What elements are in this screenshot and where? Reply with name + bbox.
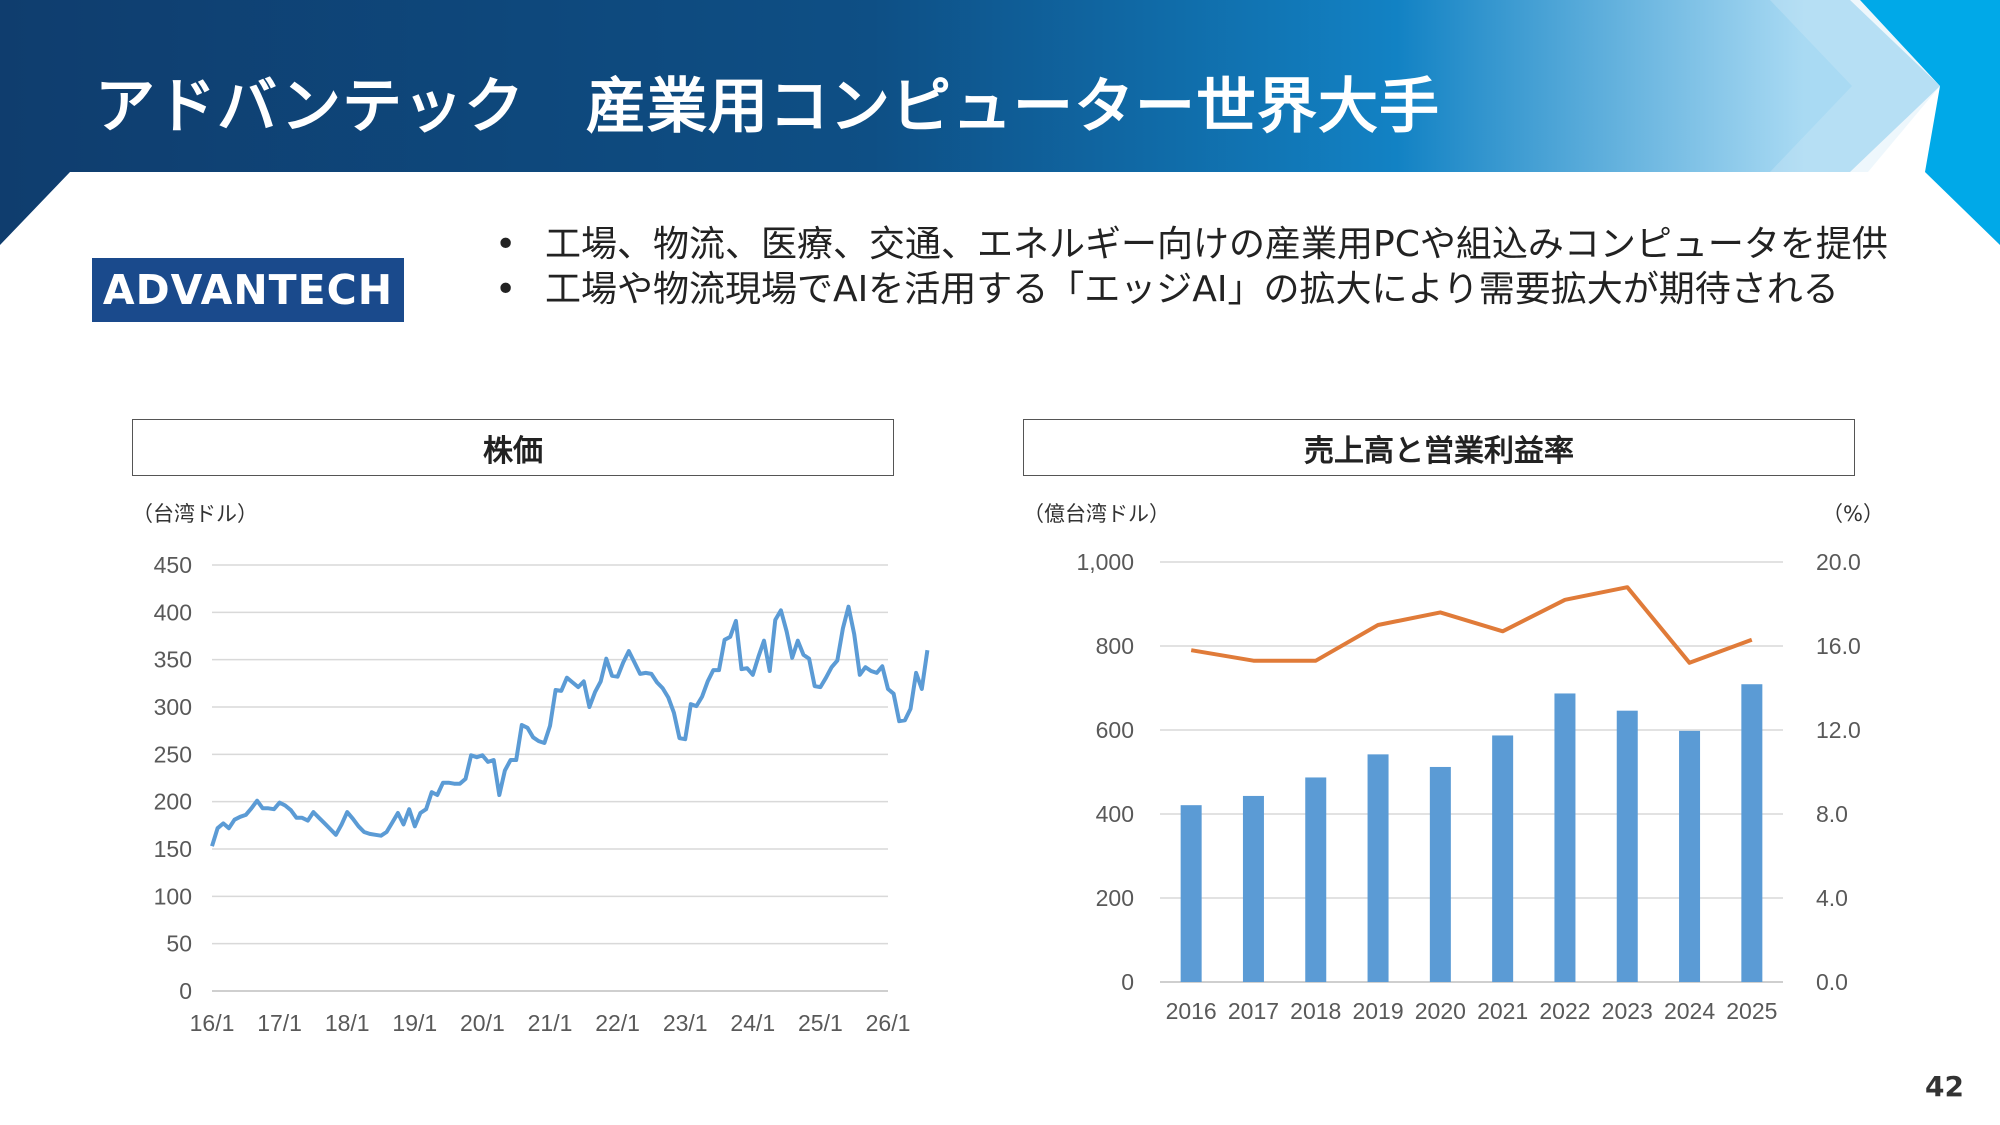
sales-bar: [1305, 777, 1327, 982]
y-tick-label: 0: [1121, 969, 1134, 995]
y-tick-label: 0: [179, 978, 192, 1004]
x-tick-label: 17/1: [257, 1010, 302, 1036]
y2-tick-label: 16.0: [1816, 633, 1861, 659]
x-tick-label: 18/1: [325, 1010, 370, 1036]
sales-bar: [1741, 684, 1763, 982]
sales-unit-left-label: （億台湾ドル）: [1023, 502, 1170, 526]
y-tick-label: 50: [166, 931, 192, 957]
stock-chart-title: 株価: [132, 419, 894, 476]
y-tick-label: 100: [154, 883, 192, 909]
x-tick-label: 24/1: [730, 1010, 775, 1036]
sales-bar: [1367, 754, 1389, 982]
advantech-logo: ADVANTECH: [92, 258, 404, 322]
x-tick-label: 2020: [1415, 998, 1466, 1024]
bullet-dot: •: [495, 269, 517, 310]
y-tick-label: 600: [1096, 717, 1134, 743]
sales-bar: [1616, 710, 1638, 982]
sales-bar: [1429, 766, 1451, 982]
x-tick-label: 16/1: [190, 1010, 235, 1036]
x-tick-label: 2018: [1290, 998, 1341, 1024]
y2-tick-label: 12.0: [1816, 717, 1861, 743]
x-tick-label: 2025: [1726, 998, 1777, 1024]
page-title: アドバンテック 産業用コンピューター世界大手: [95, 72, 1440, 142]
bullet-list: • 工場、物流、医療、交通、エネルギー向けの産業用PCや組込みコンピュータを提供 …: [495, 222, 1975, 312]
stock-price-series-line: [210, 604, 930, 847]
sales-unit-right-label: （%）: [1822, 502, 1884, 526]
bullet-item: • 工場や物流現場でAIを活用する「エッジAI」の拡大により需要拡大が期待される: [495, 269, 1839, 310]
page-number: 42: [1925, 1070, 1964, 1103]
y-tick-label: 400: [154, 599, 192, 625]
sales-chart-title: 売上高と営業利益率: [1023, 419, 1855, 476]
y-tick-label: 450: [154, 552, 192, 578]
y-tick-label: 250: [154, 741, 192, 767]
operating-margin-line: [1190, 585, 1753, 665]
y2-tick-label: 0.0: [1816, 969, 1848, 995]
x-tick-label: 2016: [1166, 998, 1217, 1024]
y2-tick-label: 8.0: [1816, 801, 1848, 827]
sales-bar: [1180, 805, 1202, 982]
sales-bar: [1679, 730, 1701, 982]
x-tick-label: 2022: [1539, 998, 1590, 1024]
y-tick-label: 300: [154, 694, 192, 720]
y-tick-label: 800: [1096, 633, 1134, 659]
y-tick-label: 200: [154, 789, 192, 815]
sales-bar: [1492, 735, 1514, 982]
sales-bar: [1554, 693, 1576, 982]
x-tick-label: 2021: [1477, 998, 1528, 1024]
header-banner: [0, 0, 2000, 245]
bullet-dot: •: [495, 224, 517, 265]
y-tick-label: 400: [1096, 801, 1134, 827]
x-tick-label: 21/1: [528, 1010, 573, 1036]
x-tick-label: 2019: [1352, 998, 1403, 1024]
stock-unit-label: （台湾ドル）: [132, 502, 258, 526]
x-tick-label: 20/1: [460, 1010, 505, 1036]
x-tick-label: 22/1: [595, 1010, 640, 1036]
x-tick-label: 23/1: [663, 1010, 708, 1036]
y-tick-label: 1,000: [1076, 549, 1134, 575]
x-tick-label: 19/1: [392, 1010, 437, 1036]
x-tick-label: 2017: [1228, 998, 1279, 1024]
y-tick-label: 350: [154, 647, 192, 673]
y2-tick-label: 4.0: [1816, 885, 1848, 911]
y-tick-label: 150: [154, 836, 192, 862]
y2-tick-label: 20.0: [1816, 549, 1861, 575]
x-tick-label: 2023: [1602, 998, 1653, 1024]
x-tick-label: 2024: [1664, 998, 1715, 1024]
x-tick-label: 26/1: [866, 1010, 911, 1036]
y-tick-label: 200: [1096, 885, 1134, 911]
bullet-item: • 工場、物流、医療、交通、エネルギー向けの産業用PCや組込みコンピュータを提供: [495, 224, 1888, 265]
x-tick-label: 25/1: [798, 1010, 843, 1036]
sales-bar: [1242, 795, 1264, 982]
